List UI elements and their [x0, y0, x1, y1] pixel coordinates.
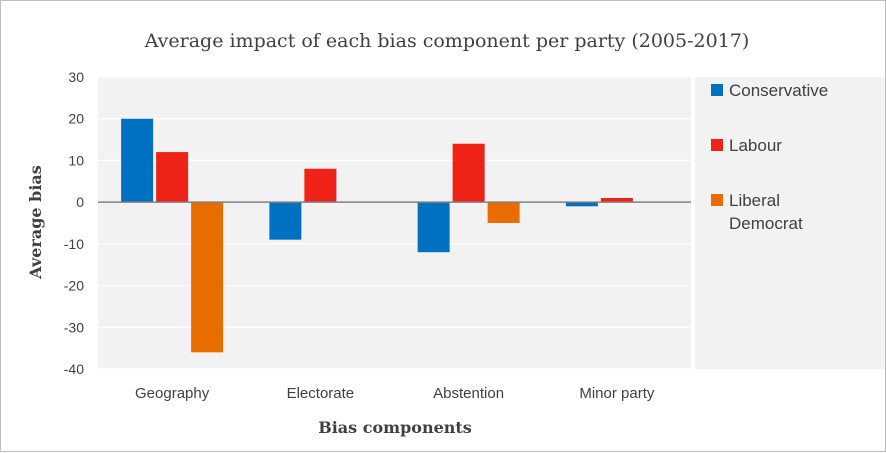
bar-labour-0: [156, 152, 189, 203]
x-axis-title: Bias components: [318, 418, 472, 437]
legend-area: [695, 77, 885, 369]
y-tick-label: 0: [76, 194, 84, 210]
legend-swatch: [711, 139, 723, 151]
y-tick-label: 10: [68, 152, 84, 168]
x-axis-categories: Geography Electorate Abstention Minor party: [135, 385, 655, 402]
legend-label: Conservative: [729, 81, 828, 100]
bar-liberal-democrat-0: [191, 202, 224, 353]
y-tick-label: -30: [64, 319, 84, 335]
y-tick-label: 30: [68, 69, 84, 85]
x-category-label: Minor party: [579, 385, 655, 402]
legend-label: Liberal Democrat: [729, 191, 803, 233]
bar-conservative-0: [121, 118, 154, 203]
bar-conservative-1: [269, 202, 302, 240]
legend-swatch: [711, 194, 723, 206]
legend-label: Labour: [729, 136, 782, 155]
x-category-label: Abstention: [433, 385, 504, 402]
y-tick-label: -40: [64, 361, 84, 377]
y-axis-title: Average bias: [26, 165, 45, 280]
y-tick-label: -20: [64, 278, 84, 294]
bars: [121, 118, 633, 353]
bar-labour-3: [600, 197, 633, 203]
x-category-label: Geography: [135, 385, 210, 402]
legend: Conservative Labour Liberal Democrat: [711, 81, 828, 233]
x-category-label: Electorate: [287, 385, 355, 402]
y-tick-label: 20: [68, 111, 84, 127]
bar-labour-1: [304, 168, 337, 203]
legend-swatch: [711, 84, 723, 96]
chart-title: Average impact of each bias component pe…: [144, 30, 750, 52]
bar-conservative-3: [565, 202, 598, 207]
y-axis-ticks: 30 20 10 0 -10 -20 -30 -40: [64, 69, 84, 377]
bar-conservative-2: [417, 202, 450, 253]
plot-area: [98, 77, 691, 369]
bar-labour-2: [452, 143, 485, 203]
y-tick-label: -10: [64, 236, 84, 252]
bar-liberal-democrat-2: [487, 202, 520, 223]
